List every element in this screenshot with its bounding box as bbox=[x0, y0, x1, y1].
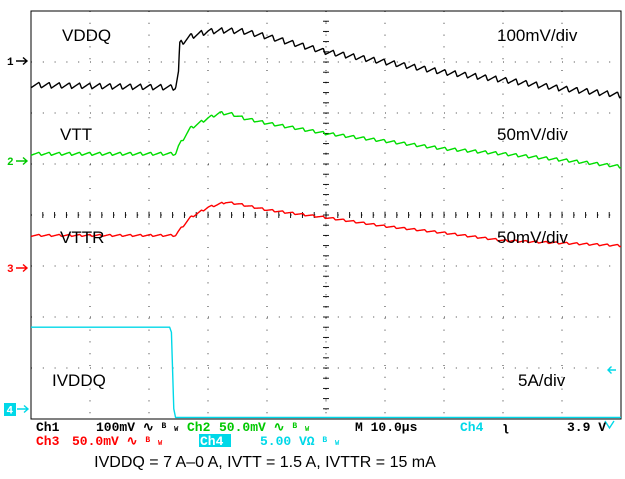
scale-label-ivddq: 5A/div bbox=[518, 371, 566, 390]
status-bar: Ch1 100mV ∿ B W Ch2 50.0mV ∿ B W M 10.0µ… bbox=[36, 417, 606, 449]
status-ch3-bw: B bbox=[145, 436, 150, 445]
channel-1-marker: 1 bbox=[7, 56, 29, 69]
status-ch2-scale: 50.0mV bbox=[219, 420, 266, 435]
status-ch1: Ch1 bbox=[36, 420, 60, 435]
trace-ivddq bbox=[31, 326, 621, 419]
channel-4-marker: 4 bbox=[4, 403, 30, 418]
scale-label-vttr: 50mV/div bbox=[497, 228, 568, 247]
status-ch2-bw-sub: W bbox=[305, 426, 310, 434]
status-ch2-coupling-icon: ∿ bbox=[274, 420, 285, 435]
channel-3-marker-label: 3 bbox=[7, 264, 14, 276]
channel-3-arrow-icon bbox=[16, 263, 29, 273]
channel-4-arrow-icon bbox=[17, 404, 30, 414]
status-ch1-scale: 100mV bbox=[96, 420, 135, 435]
channel-1-arrow-icon bbox=[16, 56, 29, 66]
channel-2-arrow-icon bbox=[16, 156, 29, 166]
channel-3-marker: 3 bbox=[7, 263, 29, 276]
channel-2-marker-label: 2 bbox=[7, 157, 14, 169]
status-ch4-bw-sub: W bbox=[335, 440, 340, 448]
graticule-border bbox=[30, 10, 622, 420]
trace-label-vtt: VTT bbox=[60, 125, 92, 144]
trigger-position-icon bbox=[604, 420, 615, 430]
status-ch1-bw-sub: W bbox=[174, 426, 179, 434]
status-row-1: Ch1 100mV ∿ B W Ch2 50.0mV ∿ B W M 10.0µ… bbox=[36, 417, 606, 435]
traces bbox=[30, 27, 622, 419]
trace-vttr bbox=[30, 201, 622, 248]
trace-vddq bbox=[30, 27, 622, 99]
status-row-2: Ch3 50.0mV ∿ B W Ch4 5.00 VΩ B W bbox=[36, 431, 340, 449]
channel-4-marker-label: 4 bbox=[7, 406, 14, 418]
status-ch2-bw: B bbox=[292, 422, 297, 431]
trace-label-ivddq: IVDDQ bbox=[52, 371, 106, 390]
channel-2-marker: 2 bbox=[7, 156, 29, 169]
status-ch3-coupling-icon: ∿ bbox=[127, 434, 138, 449]
status-trigger-level: 3.9 V bbox=[567, 420, 606, 435]
status-trigger-channel: Ch4 bbox=[460, 420, 484, 435]
status-ch1-bw: B bbox=[162, 422, 167, 431]
status-ch4-scale: 5.00 VΩ bbox=[260, 434, 315, 449]
channel-1-marker-label: 1 bbox=[7, 57, 14, 69]
status-ch1-coupling-icon: ∿ bbox=[143, 420, 154, 435]
status-ch4-highlight bbox=[199, 434, 231, 447]
graticule bbox=[30, 10, 622, 420]
status-ch2: Ch2 bbox=[187, 420, 211, 435]
trigger-level-arrow-icon bbox=[607, 366, 616, 374]
scale-label-vtt: 50mV/div bbox=[497, 125, 568, 144]
status-ch4-bw: B bbox=[322, 436, 327, 445]
trace-label-vddq: VDDQ bbox=[62, 26, 111, 45]
status-timebase: M 10.0µs bbox=[355, 420, 418, 435]
status-trigger-slope-icon: ʅ bbox=[502, 420, 510, 435]
scale-label-vddq: 100mV/div bbox=[497, 26, 578, 45]
trace-vtt bbox=[30, 110, 622, 169]
status-ch4: Ch4 bbox=[200, 434, 224, 449]
figure-caption: IVDDQ = 7 A–0 A, IVTT = 1.5 A, IVTTR = 1… bbox=[94, 454, 436, 471]
status-ch3: Ch3 bbox=[36, 434, 60, 449]
trace-label-vttr: VTTR bbox=[60, 228, 104, 247]
status-ch3-bw-sub: W bbox=[158, 440, 163, 448]
status-ch3-scale: 50.0mV bbox=[72, 434, 119, 449]
channel-4-marker-box bbox=[4, 403, 16, 416]
